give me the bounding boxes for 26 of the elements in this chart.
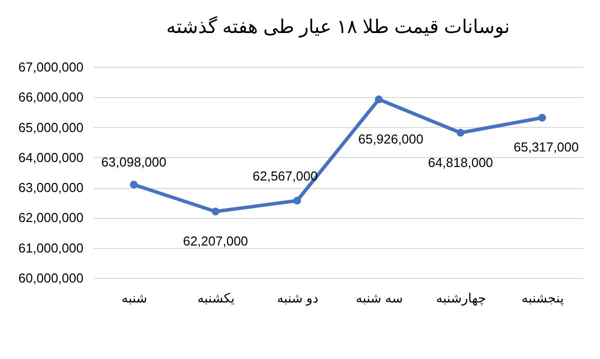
y-tick-label: 61,000,000: [18, 240, 84, 256]
y-tick-label: 64,000,000: [18, 150, 84, 165]
x-tick-label: شنبه: [121, 290, 148, 306]
x-tick-label: دو شنبه: [276, 290, 319, 306]
point: [212, 208, 220, 216]
y-tick-label: 63,000,000: [18, 180, 84, 196]
y-tick-label: 65,000,000: [18, 120, 84, 135]
point: [374, 96, 383, 104]
point: [130, 180, 138, 188]
data-label: 65,926,000: [358, 131, 424, 146]
y-tick-label: 60,000,000: [18, 270, 84, 286]
x-tick-label: سه شنبه: [356, 290, 403, 306]
data-label: 63,098,000: [101, 154, 166, 170]
chart-title: نوسانات قیمت طلا ۱۸ عیار طی هفته گذشته: [166, 15, 510, 38]
data-label: 65,317,000: [514, 140, 579, 155]
x-tick-label: یکشنبه: [197, 290, 235, 306]
y-tick-label: 62,000,000: [18, 210, 84, 226]
data-label: 64,818,000: [428, 154, 494, 170]
y-tick-label: 66,000,000: [18, 90, 84, 105]
x-tick-label: پنجشنبه: [521, 290, 564, 306]
x-tick-label: چهارشنبه: [436, 290, 486, 306]
point: [538, 114, 546, 122]
y-tick-label: 67,000,000: [18, 60, 84, 74]
data-label: 62,207,000: [182, 233, 248, 248]
point: [293, 196, 302, 204]
point: [456, 128, 464, 137]
